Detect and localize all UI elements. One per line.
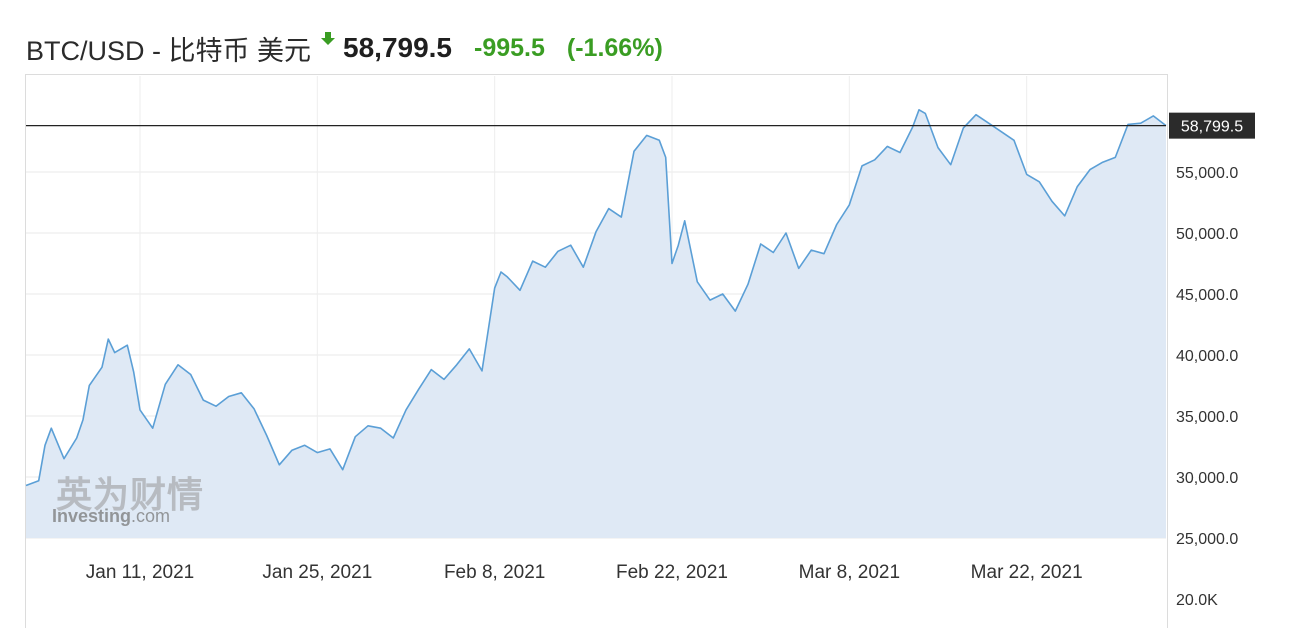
y-tick-label: 50,000.0 (1176, 226, 1238, 243)
y-tick-label: 35,000.0 (1176, 409, 1238, 426)
current-price-tag: 58,799.5 (1169, 112, 1255, 139)
y-tick-label: 20.0K (1176, 592, 1218, 609)
x-tick-label: Feb 8, 2021 (444, 562, 545, 583)
last-price: 58,799.5 (343, 32, 453, 63)
watermark-investing-logo: Investing.com (52, 506, 170, 527)
current-price-tag-bg (1169, 112, 1255, 139)
watermark-suffix: .com (131, 506, 171, 526)
chart-frame (25, 74, 1168, 628)
y-tick-label: 25,000.0 (1176, 531, 1238, 548)
x-tick-label: Mar 8, 2021 (799, 562, 900, 583)
instrument-title: BTC/USD - 比特币 美元 (26, 35, 312, 66)
y-axis: 55,000.0 50,000.0 45,000.0 40,000.0 35,000.0… (1176, 165, 1238, 609)
current-price-tag-label: 58,799.5 (1181, 119, 1243, 136)
watermark-cn: 英为财情 (56, 475, 205, 516)
price-change-percent: (-1.66%) (566, 33, 663, 62)
x-tick-label: Jan 25, 2021 (262, 562, 372, 583)
x-tick-label: Mar 22, 2021 (971, 562, 1083, 583)
y-tick-label: 40,000.0 (1176, 348, 1238, 365)
green-down-arrow-icon (321, 31, 336, 51)
y-tick-label: 45,000.0 (1176, 287, 1238, 304)
y-tick-label: 30,000.0 (1176, 470, 1238, 487)
y-tick-label: 55,000.0 (1176, 165, 1238, 182)
price-area-fill (26, 109, 1166, 539)
quote-header: BTC/USD - 比特币 美元 58,799.5 -995.5 (-1.66%… (26, 28, 663, 68)
price-change: -995.5 (474, 33, 545, 62)
watermark-brand: Investing (52, 506, 132, 526)
x-tick-label: Feb 22, 2021 (616, 562, 728, 583)
x-tick-label: Jan 11, 2021 (86, 562, 194, 583)
x-axis: Jan 11, 2021 Jan 25, 2021 Feb 8, 2021 Feb 2… (86, 562, 1083, 583)
price-line (25, 109, 1167, 487)
